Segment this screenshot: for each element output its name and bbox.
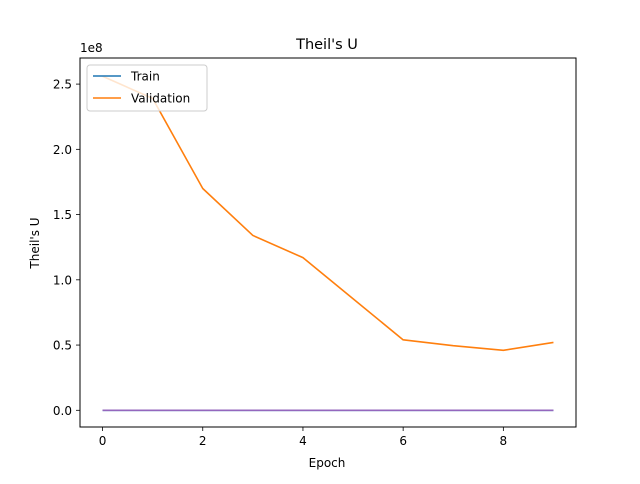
y-axis-ticks: 0.0 0.5 1.0 1.5 2.0 2.5 <box>53 78 80 418</box>
y-tick-label: 1.0 <box>53 273 72 287</box>
legend-label-train: Train <box>130 70 160 84</box>
y-tick-label: 2.0 <box>53 143 72 157</box>
y-tick-label: 1.5 <box>53 208 72 222</box>
legend: Train Validation <box>86 64 208 112</box>
x-tick-label: 2 <box>199 434 207 448</box>
x-tick-label: 6 <box>399 434 407 448</box>
x-tick-label: 4 <box>299 434 307 448</box>
chart-title: Theil's U <box>295 37 358 53</box>
y-axis-label: Theil's U <box>28 217 42 269</box>
x-axis-label: Epoch <box>309 456 346 470</box>
legend-label-validation: Validation <box>131 92 190 106</box>
series-line-validation <box>102 75 554 352</box>
series-layer <box>102 75 554 412</box>
y-axis-offset-label: 1e8 <box>80 41 103 55</box>
plot-frame <box>79 57 577 428</box>
x-tick-label: 8 <box>500 434 508 448</box>
x-tick-label: 0 <box>99 434 107 448</box>
y-tick-label: 0.5 <box>53 339 72 353</box>
x-axis-ticks: 0 2 4 6 8 <box>99 427 507 448</box>
y-tick-label: 2.5 <box>53 78 72 92</box>
y-tick-label: 0.0 <box>53 404 72 418</box>
